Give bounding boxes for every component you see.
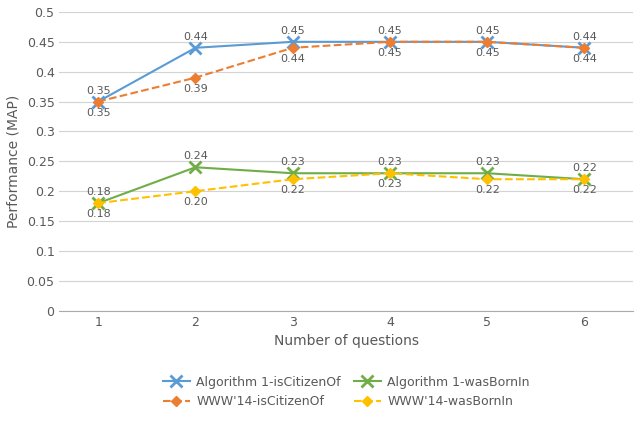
- Algorithm 1-wasBornIn: [95, 201, 102, 206]
- X-axis label: Number of questions: Number of questions: [274, 334, 419, 348]
- WWW'14-isCitizenOf: [95, 99, 102, 104]
- Text: 0.45: 0.45: [475, 26, 500, 36]
- Text: 0.45: 0.45: [378, 26, 403, 36]
- Text: 0.22: 0.22: [572, 163, 597, 173]
- WWW'14-wasBornIn: [386, 171, 394, 176]
- Algorithm 1-isCitizenOf: [386, 39, 394, 44]
- Text: 0.44: 0.44: [572, 32, 597, 42]
- Algorithm 1-isCitizenOf: [95, 99, 102, 104]
- Text: 0.22: 0.22: [280, 185, 305, 195]
- Text: 0.44: 0.44: [183, 32, 208, 42]
- WWW'14-isCitizenOf: [483, 39, 491, 44]
- Text: 0.23: 0.23: [378, 179, 403, 189]
- Legend: Algorithm 1-isCitizenOf, WWW'14-isCitizenOf, Algorithm 1-wasBornIn, WWW'14-wasBo: Algorithm 1-isCitizenOf, WWW'14-isCitize…: [157, 371, 535, 413]
- Algorithm 1-wasBornIn: [289, 171, 296, 176]
- Text: 0.44: 0.44: [280, 54, 305, 64]
- WWW'14-wasBornIn: [580, 177, 588, 182]
- Text: 0.45: 0.45: [378, 48, 403, 58]
- WWW'14-wasBornIn: [191, 189, 199, 194]
- Algorithm 1-isCitizenOf: [483, 39, 491, 44]
- WWW'14-wasBornIn: [95, 201, 102, 206]
- Line: Algorithm 1-wasBornIn: Algorithm 1-wasBornIn: [93, 162, 590, 209]
- Text: 0.20: 0.20: [183, 197, 208, 207]
- WWW'14-isCitizenOf: [386, 39, 394, 44]
- Text: 0.22: 0.22: [475, 185, 500, 195]
- WWW'14-isCitizenOf: [580, 45, 588, 50]
- WWW'14-wasBornIn: [483, 177, 491, 182]
- Text: 0.45: 0.45: [475, 48, 500, 58]
- Algorithm 1-wasBornIn: [386, 171, 394, 176]
- Text: 0.39: 0.39: [183, 84, 208, 94]
- Text: 0.45: 0.45: [280, 26, 305, 36]
- WWW'14-isCitizenOf: [191, 75, 199, 80]
- Text: 0.35: 0.35: [86, 108, 111, 118]
- Line: WWW'14-wasBornIn: WWW'14-wasBornIn: [95, 170, 588, 207]
- Text: 0.18: 0.18: [86, 187, 111, 197]
- Text: 0.35: 0.35: [86, 85, 111, 96]
- WWW'14-isCitizenOf: [289, 45, 296, 50]
- Algorithm 1-wasBornIn: [191, 165, 199, 170]
- Algorithm 1-wasBornIn: [483, 171, 491, 176]
- Algorithm 1-isCitizenOf: [289, 39, 296, 44]
- Text: 0.23: 0.23: [280, 157, 305, 167]
- Text: 0.24: 0.24: [183, 151, 208, 162]
- Y-axis label: Performance (MAP): Performance (MAP): [7, 95, 21, 228]
- Text: 0.22: 0.22: [572, 185, 597, 195]
- Algorithm 1-isCitizenOf: [580, 45, 588, 50]
- Text: 0.44: 0.44: [572, 54, 597, 64]
- Algorithm 1-wasBornIn: [580, 177, 588, 182]
- Line: WWW'14-isCitizenOf: WWW'14-isCitizenOf: [95, 38, 588, 105]
- Line: Algorithm 1-isCitizenOf: Algorithm 1-isCitizenOf: [93, 36, 590, 107]
- Text: 0.23: 0.23: [475, 157, 500, 167]
- WWW'14-wasBornIn: [289, 177, 296, 182]
- Text: 0.23: 0.23: [378, 157, 403, 167]
- Text: 0.18: 0.18: [86, 209, 111, 219]
- Algorithm 1-isCitizenOf: [191, 45, 199, 50]
